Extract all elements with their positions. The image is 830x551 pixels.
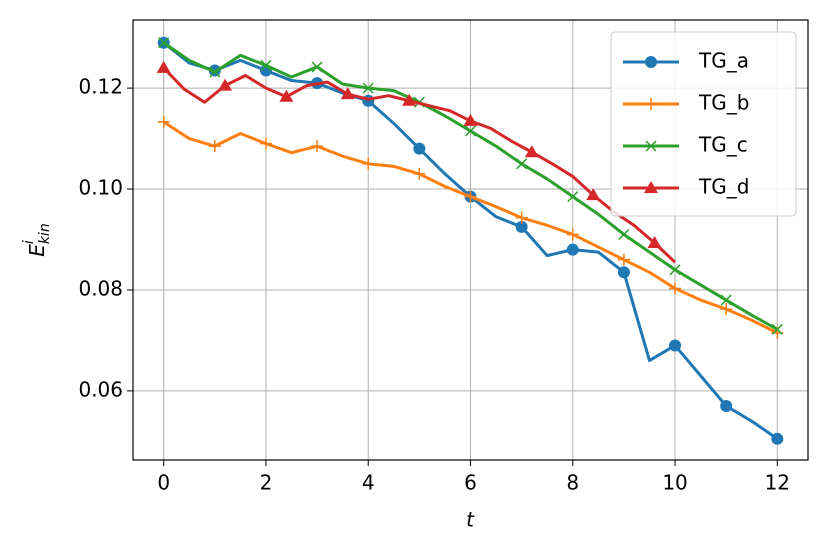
x-tick-label: 2: [260, 471, 273, 495]
marker: [362, 157, 375, 170]
marker: [279, 89, 294, 102]
marker: [340, 87, 355, 100]
x-tick-label: 12: [765, 471, 790, 495]
x-tick-label: 0: [157, 471, 170, 495]
marker: [720, 303, 733, 316]
line: [162, 66, 677, 264]
x-tick-label: 8: [566, 471, 579, 495]
marker: [362, 94, 375, 107]
legend-label: TG_b: [698, 91, 749, 115]
marker: [669, 264, 681, 276]
marker: [260, 59, 272, 71]
marker: [645, 98, 657, 110]
marker: [515, 220, 528, 233]
marker: [158, 37, 170, 49]
marker: [566, 243, 579, 256]
marker: [720, 400, 733, 413]
marker: [524, 145, 539, 158]
marker: [618, 228, 630, 240]
plot-frame: [132, 19, 809, 461]
x-axis-label: t: [466, 508, 475, 532]
x-tick-label: 10: [662, 471, 687, 495]
x-tick-label: 4: [362, 471, 375, 495]
marker: [771, 432, 784, 445]
marker: [311, 61, 323, 73]
marker: [771, 323, 783, 335]
legend-box: [610, 31, 797, 217]
y-tick-label: 0.08: [78, 276, 123, 300]
marker: [669, 339, 682, 352]
y-tick-label: 0.10: [78, 176, 123, 200]
y-label-sub: kin: [37, 223, 53, 244]
marker: [464, 190, 477, 203]
series: [156, 60, 677, 264]
legend-label: TG_d: [698, 175, 749, 199]
y-label-sup: i: [21, 240, 37, 244]
marker: [413, 167, 426, 180]
marker: [617, 253, 630, 266]
marker: [208, 140, 221, 153]
marker: [156, 60, 171, 73]
marker: [586, 188, 601, 201]
marker: [311, 140, 324, 153]
series: [158, 37, 783, 335]
marker: [157, 115, 170, 128]
y-tick-label: 0.06: [78, 377, 123, 401]
marker: [647, 236, 662, 249]
marker: [209, 66, 221, 78]
legend-label: TG_c: [698, 133, 748, 157]
marker: [645, 140, 657, 152]
y-tick-label: 0.12: [78, 75, 123, 99]
marker: [464, 125, 477, 137]
marker: [516, 158, 528, 170]
legend-label: TG_a: [698, 49, 749, 73]
marker: [644, 181, 658, 193]
marker: [617, 266, 630, 279]
marker: [567, 191, 579, 203]
y-label-base: E: [25, 244, 49, 257]
marker: [402, 93, 417, 106]
marker: [218, 78, 233, 91]
x-tick-label: 6: [464, 471, 477, 495]
marker: [669, 282, 682, 295]
marker: [720, 294, 732, 306]
legend: TG_a TG_b TG_c TG_d: [610, 31, 797, 217]
marker: [362, 82, 374, 94]
marker: [645, 56, 657, 68]
marker: [413, 142, 426, 155]
y-axis-label-text: Eikin: [21, 223, 53, 256]
marker: [259, 137, 272, 150]
marker: [515, 211, 528, 224]
marker: [566, 228, 579, 241]
series: [157, 115, 784, 339]
y-axis-label: Eikin: [21, 223, 53, 256]
marker: [463, 113, 478, 126]
